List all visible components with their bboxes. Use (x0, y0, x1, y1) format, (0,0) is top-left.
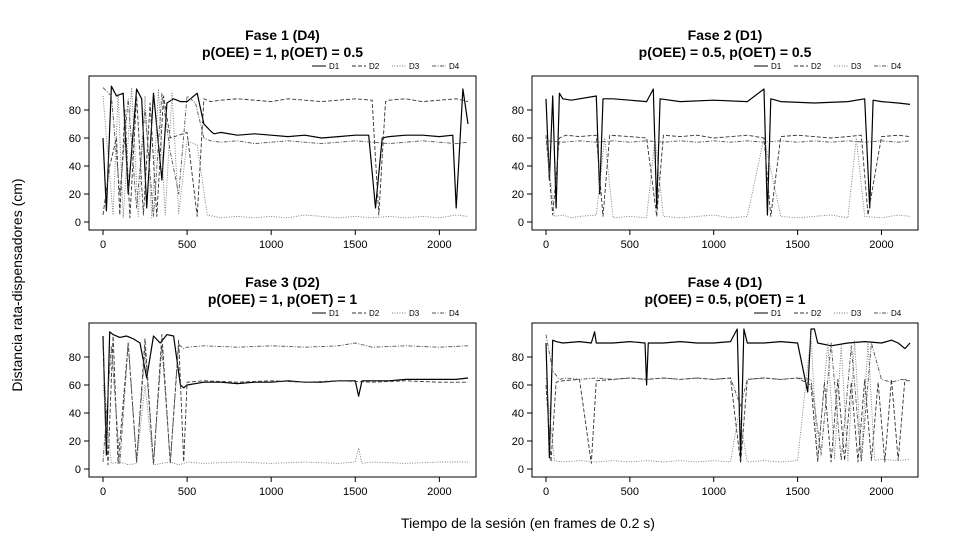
y-tick-label: 40 (69, 161, 81, 173)
x-tick-label: 1500 (785, 239, 809, 251)
x-tick-label: 2000 (869, 239, 893, 251)
series-line-d2 (102, 334, 468, 466)
legend-label: D2 (811, 309, 822, 318)
y-tick-label: 0 (518, 217, 524, 229)
series-line-d1 (102, 85, 469, 212)
panel-subtitle: p(OEE) = 0.5, p(OET) = 1 (644, 291, 805, 307)
legend-label: D3 (851, 62, 862, 71)
y-tick-label: 0 (75, 217, 81, 229)
y-tick-label: 40 (512, 408, 524, 420)
x-axis-label: Tiempo de la sesión (en frames de 0.2 s) (401, 515, 655, 531)
panel-title: Fase 4 (D1) (688, 274, 763, 290)
legend-label: D2 (369, 62, 380, 71)
panel-subtitle: p(OEE) = 0.5, p(OET) = 0.5 (639, 44, 812, 60)
series-line-d1 (102, 331, 469, 456)
y-tick-label: 60 (512, 133, 524, 145)
y-tick-label: 0 (75, 464, 81, 476)
legend-label: D3 (409, 309, 420, 318)
y-tick-label: 80 (69, 105, 81, 117)
panel-subtitle: p(OEE) = 1, p(OET) = 0.5 (202, 44, 363, 60)
x-tick-label: 1500 (785, 486, 809, 498)
panel-title: Fase 1 (D4) (245, 27, 320, 43)
x-tick-label: 0 (543, 239, 549, 251)
y-tick-label: 80 (512, 352, 524, 364)
x-tick-label: 1000 (701, 486, 725, 498)
series-line-d3 (545, 137, 911, 219)
panel-title: Fase 2 (D1) (688, 27, 763, 43)
y-tick-label: 60 (69, 380, 81, 392)
y-tick-label: 20 (512, 436, 524, 448)
legend-label: D4 (891, 309, 902, 318)
y-tick-label: 60 (512, 380, 524, 392)
x-tick-label: 1000 (701, 239, 725, 251)
series-line-d4 (545, 140, 911, 143)
y-tick-label: 40 (512, 161, 524, 173)
y-tick-label: 80 (69, 352, 81, 364)
legend-label: D1 (329, 309, 340, 318)
series-line-d3 (102, 384, 468, 466)
x-tick-label: 0 (543, 486, 549, 498)
series-line-d1 (545, 328, 911, 459)
legend-label: D3 (851, 309, 862, 318)
series-line-d4 (102, 342, 469, 464)
x-tick-label: 500 (178, 239, 196, 251)
legend-label: D2 (811, 62, 822, 71)
y-tick-label: 40 (69, 408, 81, 420)
legend-label: D1 (329, 62, 340, 71)
x-tick-label: 500 (621, 486, 639, 498)
series-line-d2 (545, 134, 911, 217)
x-tick-label: 1000 (259, 239, 283, 251)
series-line-d3 (545, 334, 911, 463)
legend-label: D4 (891, 62, 902, 71)
series-line-d3 (102, 87, 469, 219)
x-tick-label: 0 (100, 239, 106, 251)
legend-label: D4 (449, 62, 460, 71)
series-line-d2 (102, 95, 469, 219)
y-tick-label: 20 (512, 189, 524, 201)
y-tick-label: 80 (512, 105, 524, 117)
series-line-d2 (545, 377, 911, 464)
y-tick-label: 0 (518, 464, 524, 476)
y-axis-label: Distancia rata-dispensadores (cm) (9, 178, 25, 391)
x-tick-label: 2000 (427, 486, 451, 498)
y-tick-label: 20 (69, 189, 81, 201)
panel-title: Fase 3 (D2) (245, 274, 320, 290)
x-tick-label: 500 (621, 239, 639, 251)
x-tick-label: 2000 (427, 239, 451, 251)
legend-label: D1 (771, 62, 782, 71)
x-tick-label: 1500 (343, 239, 367, 251)
legend-label: D1 (771, 309, 782, 318)
series-line-d1 (545, 88, 911, 216)
series-line-d4 (545, 334, 911, 463)
x-tick-label: 0 (100, 486, 106, 498)
panel-subtitle: p(OEE) = 1, p(OET) = 1 (208, 291, 358, 307)
legend-label: D2 (369, 309, 380, 318)
legend-label: D4 (449, 309, 460, 318)
x-tick-label: 2000 (869, 486, 893, 498)
x-tick-label: 1000 (259, 486, 283, 498)
x-tick-label: 1500 (343, 486, 367, 498)
x-tick-label: 500 (178, 486, 196, 498)
series-line-d4 (102, 87, 469, 217)
y-tick-label: 20 (69, 436, 81, 448)
y-tick-label: 60 (69, 133, 81, 145)
legend-label: D3 (409, 62, 420, 71)
